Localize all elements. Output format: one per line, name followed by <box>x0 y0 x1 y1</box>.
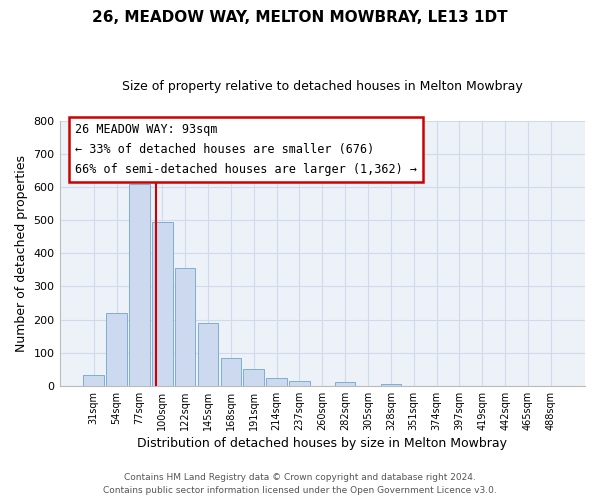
Bar <box>266 378 287 386</box>
Bar <box>106 313 127 386</box>
Text: 26 MEADOW WAY: 93sqm
← 33% of detached houses are smaller (676)
66% of semi-deta: 26 MEADOW WAY: 93sqm ← 33% of detached h… <box>76 123 418 176</box>
Bar <box>198 324 218 386</box>
Bar <box>175 268 196 386</box>
Bar <box>83 375 104 386</box>
Text: 26, MEADOW WAY, MELTON MOWBRAY, LE13 1DT: 26, MEADOW WAY, MELTON MOWBRAY, LE13 1DT <box>92 10 508 25</box>
X-axis label: Distribution of detached houses by size in Melton Mowbray: Distribution of detached houses by size … <box>137 437 507 450</box>
Bar <box>152 222 173 386</box>
Y-axis label: Number of detached properties: Number of detached properties <box>15 154 28 352</box>
Bar <box>335 382 355 386</box>
Bar <box>289 381 310 386</box>
Title: Size of property relative to detached houses in Melton Mowbray: Size of property relative to detached ho… <box>122 80 523 93</box>
Text: Contains HM Land Registry data © Crown copyright and database right 2024.
Contai: Contains HM Land Registry data © Crown c… <box>103 474 497 495</box>
Bar <box>380 384 401 386</box>
Bar <box>221 358 241 386</box>
Bar <box>129 184 150 386</box>
Bar <box>244 369 264 386</box>
